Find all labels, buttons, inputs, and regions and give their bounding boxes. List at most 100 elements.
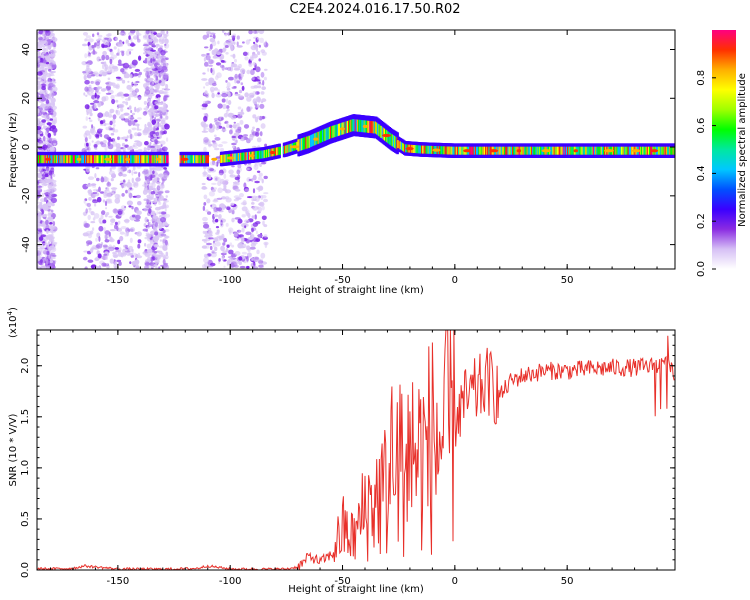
spectrogram-cell — [46, 146, 53, 152]
spectrogram-cell — [40, 220, 43, 224]
spectrogram-cell — [118, 261, 122, 266]
spectrogram-cell — [37, 71, 43, 76]
spectrogram-cell — [37, 41, 41, 46]
spectrogram-cell — [209, 35, 213, 38]
spectrogram-cell — [121, 94, 125, 99]
spectrogram-cell — [264, 242, 268, 249]
spectrogram-cell — [231, 35, 236, 39]
spectrogram-cell — [87, 189, 93, 195]
spectrogram-cell — [261, 178, 264, 184]
spectrogram-cell — [154, 63, 160, 66]
spectrogram-cell — [136, 34, 140, 41]
spectrogram-cell — [215, 51, 222, 56]
spectrogram-cell — [47, 201, 51, 204]
spectrogram-cell — [149, 239, 155, 245]
spectrogram-cell — [41, 119, 46, 123]
spectrogram-cell — [261, 86, 267, 90]
spectrogram-cell — [127, 80, 130, 83]
spectrogram-cell — [220, 147, 224, 152]
spectrogram-cell — [165, 235, 168, 239]
spectrogram-cell — [127, 188, 131, 195]
spectrogram-cell — [129, 228, 134, 232]
spectrogram-cell — [205, 54, 211, 61]
spectrogram-cell — [405, 147, 414, 151]
spectrogram-cell — [251, 257, 254, 261]
spectrogram-cell — [107, 46, 110, 51]
spectrogram-cell — [226, 156, 235, 160]
spectrogram-cell — [82, 256, 88, 261]
spectrogram-cell — [203, 202, 207, 206]
spectrogram-cell — [150, 191, 156, 195]
spectrogram-cell — [145, 48, 151, 51]
spectrogram-cell — [259, 103, 265, 109]
snr-y-tick-label: 1.0 — [20, 460, 31, 476]
spectrogram-cell — [211, 82, 217, 87]
spectrogram-cell — [148, 39, 153, 42]
spectrogram-cell — [136, 141, 143, 147]
spectrogram-cell — [138, 71, 142, 76]
spectrogram-cell — [114, 224, 118, 230]
spectrogram-cell — [122, 101, 126, 104]
spectrogram-cell — [236, 169, 241, 175]
spectrogram-cell — [145, 232, 150, 235]
spectrogram-cell — [37, 45, 42, 50]
spectrogram-cell — [211, 250, 215, 254]
spectrogram-cell — [256, 170, 261, 173]
spectrogram-cell — [150, 147, 156, 150]
spectrogram-cell — [83, 132, 88, 138]
spectrogram-cell — [233, 41, 236, 45]
spectrogram-cell — [85, 35, 92, 39]
spectrogram-cell — [150, 212, 155, 215]
spectrogram-cell — [234, 181, 237, 185]
spectrogram-cell — [104, 67, 108, 72]
spectrogram-cell — [93, 192, 100, 197]
spectrogram-cell — [213, 134, 217, 138]
spectrogram-cell — [213, 206, 219, 213]
spectrogram-cell — [49, 118, 53, 121]
spectrogram-cell — [256, 137, 262, 143]
spectrogram-cell — [123, 112, 130, 116]
spectrogram-cell — [97, 112, 104, 118]
spectrogram-cell — [228, 124, 233, 128]
spectrogram-cell — [239, 119, 244, 125]
spectrogram-cell — [216, 197, 223, 200]
spectrogram-cell — [82, 71, 87, 74]
spectrogram-cell — [164, 190, 170, 194]
spectrogram-cell — [52, 226, 57, 230]
spectrogram-cell — [133, 73, 139, 77]
spectrogram-cell — [256, 187, 263, 191]
spectrogram-cell — [245, 39, 250, 45]
spectrogram-cell — [42, 144, 48, 150]
spectrogram-cell — [264, 143, 268, 147]
spectrogram-cell — [98, 225, 104, 232]
spectrogram-cell — [214, 246, 218, 252]
spectrogram-cell — [124, 98, 131, 101]
spectrogram-cell — [48, 197, 52, 200]
spectrogram-cell — [45, 254, 48, 259]
spectrogram-cell — [90, 183, 97, 187]
spectrogram-cell — [217, 103, 223, 109]
spectrogram-cell — [211, 49, 216, 56]
spectrogram-cell — [50, 252, 56, 256]
spectrogram-cell — [159, 239, 162, 242]
spectrogram-cell — [51, 243, 55, 248]
spectrogram-cell — [231, 135, 236, 139]
spectrogram-cell — [163, 199, 167, 206]
snr-x-tick-label: -100 — [219, 576, 242, 587]
spectrogram-cell — [212, 241, 216, 248]
spectrogram-cell — [256, 249, 260, 255]
spectrogram-cell — [143, 107, 149, 111]
spectrogram-cell — [206, 234, 213, 237]
spectrogram-cell — [214, 236, 221, 242]
spectrogram-cell — [261, 98, 267, 103]
spectrogram-cell — [216, 72, 222, 79]
spectrogram-cell — [142, 129, 149, 134]
colorbar-tick-label: 0.8 — [696, 70, 707, 86]
spectrogram-cell — [37, 108, 40, 114]
spectrogram-cell — [145, 80, 150, 86]
spectrogram-cell — [223, 237, 228, 243]
spectrogram-cell — [237, 106, 242, 110]
spectrogram-cell — [47, 83, 51, 90]
spectrogram-cell — [118, 32, 125, 35]
spectrogram-cell — [263, 175, 268, 180]
